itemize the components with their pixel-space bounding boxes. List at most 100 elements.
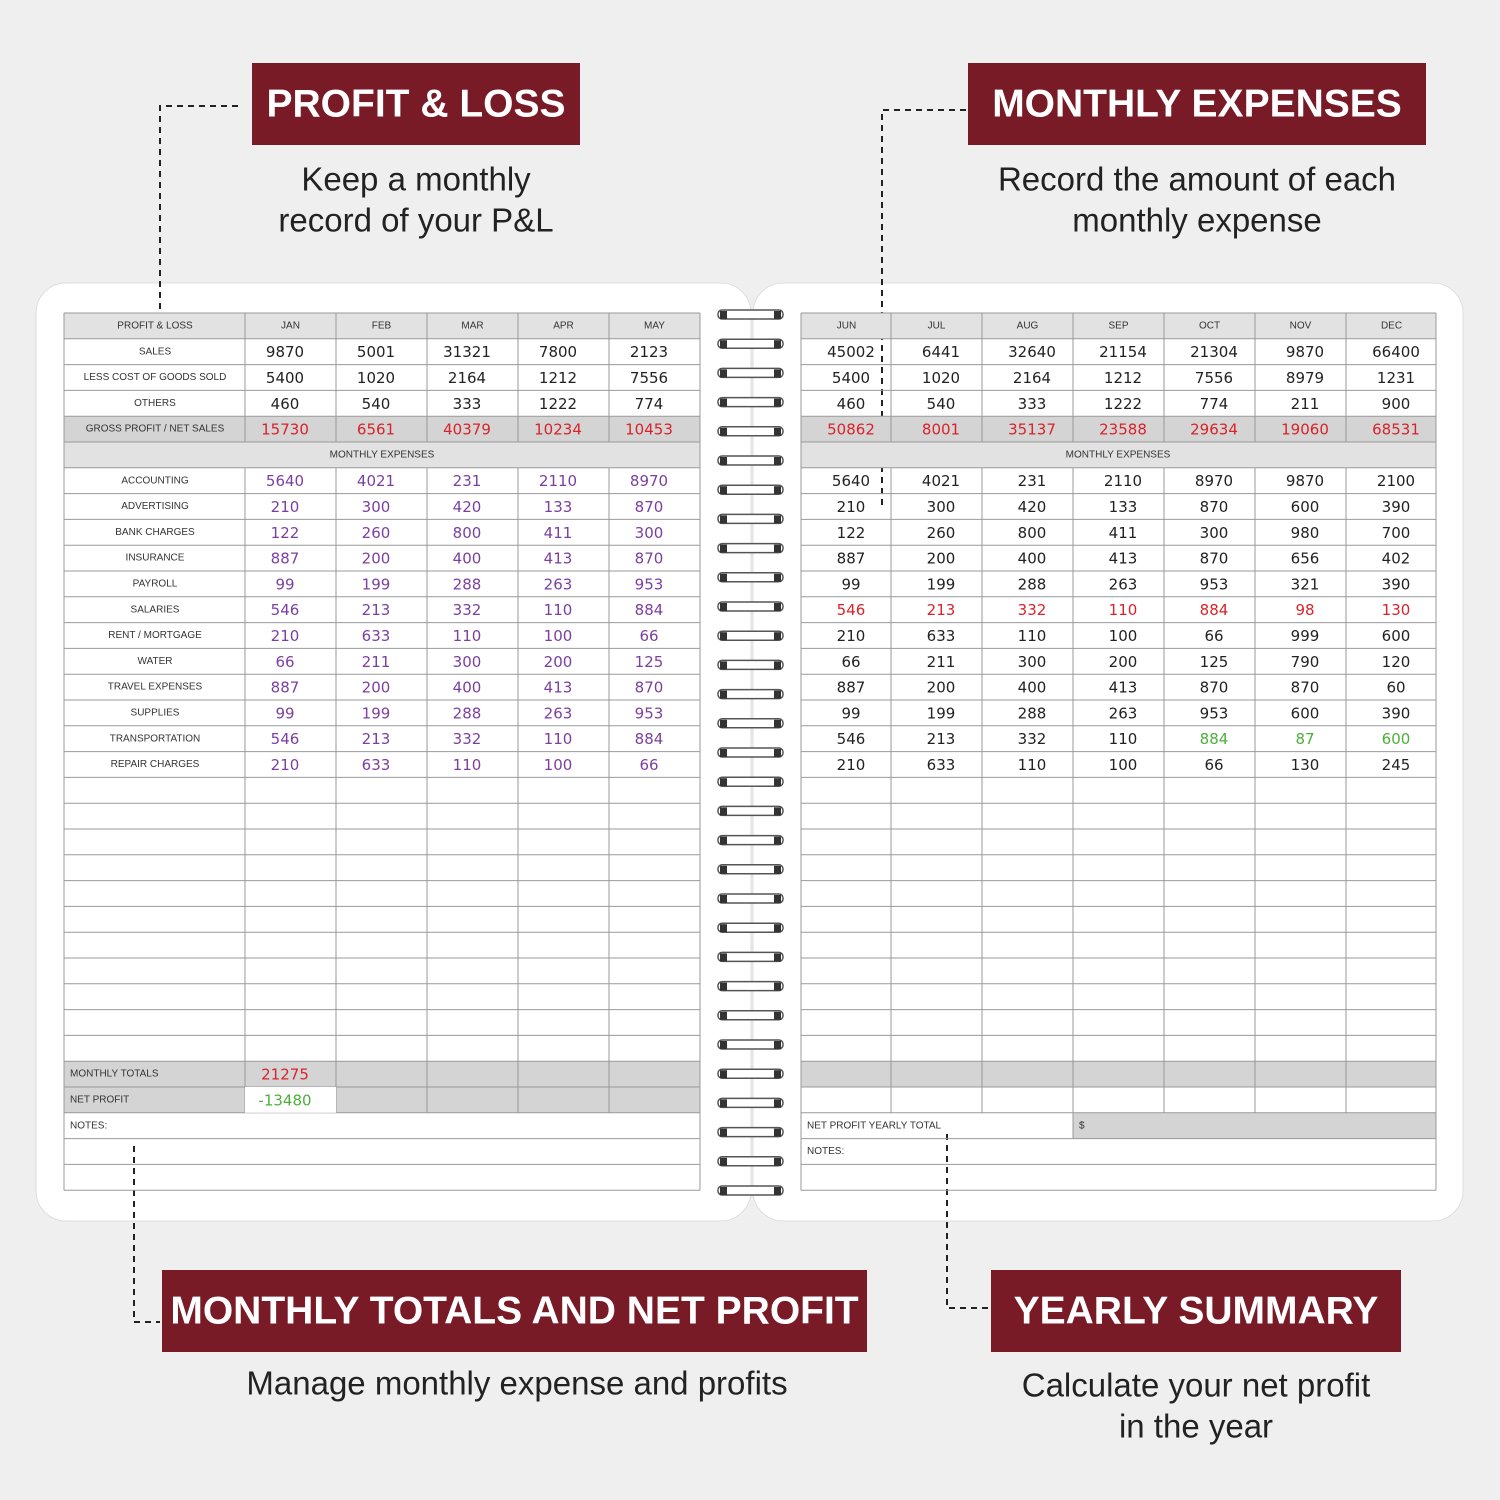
- handwritten-value: 300: [1018, 653, 1047, 671]
- handwritten-value: 633: [362, 756, 391, 774]
- spiral-ring: [717, 922, 784, 933]
- header-row: [64, 313, 700, 339]
- spiral-hole: [720, 486, 727, 495]
- handwritten-value: 213: [927, 730, 956, 748]
- handwritten-value: 300: [362, 498, 391, 516]
- handwritten-value: 66: [1204, 627, 1223, 645]
- handwritten-value: 633: [362, 627, 391, 645]
- handwritten-value: 5400: [266, 369, 304, 387]
- handwritten-value: 333: [1018, 395, 1047, 413]
- spiral-hole: [774, 544, 781, 553]
- handwritten-value: 9870: [1286, 472, 1324, 490]
- handwritten-value: 213: [362, 601, 391, 619]
- handwritten-value: 110: [1018, 756, 1047, 774]
- handwritten-value: 790: [1291, 653, 1320, 671]
- currency-label: $: [1079, 1120, 1085, 1131]
- handwritten-value: 1222: [539, 395, 577, 413]
- spiral-hole: [720, 1070, 727, 1079]
- handwritten-value: 199: [362, 704, 391, 722]
- row-label: NET PROFIT: [70, 1095, 129, 1106]
- notes-label: NOTES:: [807, 1146, 844, 1157]
- handwritten-value: 110: [544, 601, 573, 619]
- handwritten-value: 125: [635, 653, 664, 671]
- row-label: LESS COST OF GOODS SOLD: [84, 372, 227, 383]
- handwritten-value: 1212: [539, 369, 577, 387]
- handwritten-value: 66: [275, 653, 294, 671]
- section-row: [801, 442, 1436, 468]
- handwritten-value: 333: [453, 395, 482, 413]
- handwritten-value: 884: [1200, 601, 1229, 619]
- handwritten-value: 98: [1295, 601, 1314, 619]
- spiral-hole: [774, 603, 781, 611]
- row-label: OTHERS: [134, 398, 176, 409]
- handwritten-value: 600: [1291, 498, 1320, 516]
- spiral-hole: [774, 340, 781, 349]
- spiral-hole: [774, 924, 781, 933]
- handwritten-value: 210: [271, 756, 300, 774]
- handwritten-value: 66: [639, 627, 658, 645]
- handwritten-value: 210: [271, 498, 300, 516]
- spiral-hole: [720, 1157, 727, 1166]
- handwritten-value: 8970: [1195, 472, 1233, 490]
- spiral-hole: [774, 1099, 781, 1108]
- handwritten-value: 31321: [443, 343, 491, 361]
- spiral-hole: [774, 895, 781, 903]
- spiral-ring: [717, 426, 784, 437]
- spiral-ring: [717, 688, 784, 700]
- handwritten-value: 887: [837, 679, 866, 697]
- currency-box: [1073, 1112, 1436, 1139]
- handwritten-value: 2110: [1104, 472, 1142, 490]
- handwritten-value: 130: [1291, 756, 1320, 774]
- spiral-hole: [720, 544, 727, 553]
- handwritten-value: 200: [1109, 653, 1138, 671]
- handwritten-value: 887: [271, 550, 300, 568]
- handwritten-value: 4021: [922, 472, 960, 490]
- handwritten-value: 100: [544, 627, 573, 645]
- handwritten-value: 110: [453, 756, 482, 774]
- spiral-hole: [720, 778, 727, 787]
- spiral-ring: [717, 747, 784, 758]
- spiral-hole: [774, 632, 781, 641]
- handwritten-value: 2100: [1377, 472, 1415, 490]
- handwritten-value: 460: [837, 395, 866, 413]
- handwritten-value: 870: [1200, 498, 1229, 516]
- handwritten-value: 263: [1109, 575, 1138, 593]
- spiral-hole: [774, 982, 781, 991]
- spiral-hole: [720, 340, 727, 349]
- spiral-hole: [774, 1187, 781, 1195]
- handwritten-value: 300: [1200, 524, 1229, 542]
- spiral-hole: [720, 632, 727, 641]
- row-label: SUPPLIES: [131, 708, 180, 719]
- spiral-ring: [717, 1010, 784, 1021]
- column-header: JAN: [281, 321, 300, 332]
- handwritten-value: 66: [639, 756, 658, 774]
- handwritten-value: 213: [362, 730, 391, 748]
- spiral-hole: [720, 924, 727, 933]
- callout-title: YEARLY SUMMARY: [1014, 1289, 1379, 1332]
- handwritten-value: 21275: [261, 1066, 309, 1084]
- handwritten-value: 600: [1382, 627, 1411, 645]
- callout-text: in the year: [1119, 1408, 1273, 1445]
- handwritten-value: 213: [927, 601, 956, 619]
- handwritten-value: 420: [453, 498, 482, 516]
- handwritten-value: 40379: [443, 421, 491, 439]
- handwritten-value: 411: [1109, 524, 1138, 542]
- handwritten-value: 288: [1018, 704, 1047, 722]
- connector: [946, 1134, 988, 1309]
- spiral-ring: [717, 367, 784, 379]
- handwritten-value: 199: [927, 704, 956, 722]
- spiral-hole: [720, 1187, 727, 1195]
- handwritten-value: 100: [1109, 627, 1138, 645]
- section-label: MONTHLY EXPENSES: [1066, 450, 1171, 461]
- spiral-ring: [717, 396, 784, 408]
- handwritten-value: 200: [362, 679, 391, 697]
- shaded-cell: [245, 1087, 336, 1113]
- handwritten-value: 870: [635, 679, 664, 697]
- header-row: [801, 313, 1436, 339]
- handwritten-value: 110: [453, 627, 482, 645]
- handwritten-value: 122: [837, 524, 866, 542]
- handwritten-value: 100: [544, 756, 573, 774]
- callout-box: [252, 63, 580, 145]
- handwritten-value: 884: [635, 730, 664, 748]
- row-label: INSURANCE: [126, 553, 185, 564]
